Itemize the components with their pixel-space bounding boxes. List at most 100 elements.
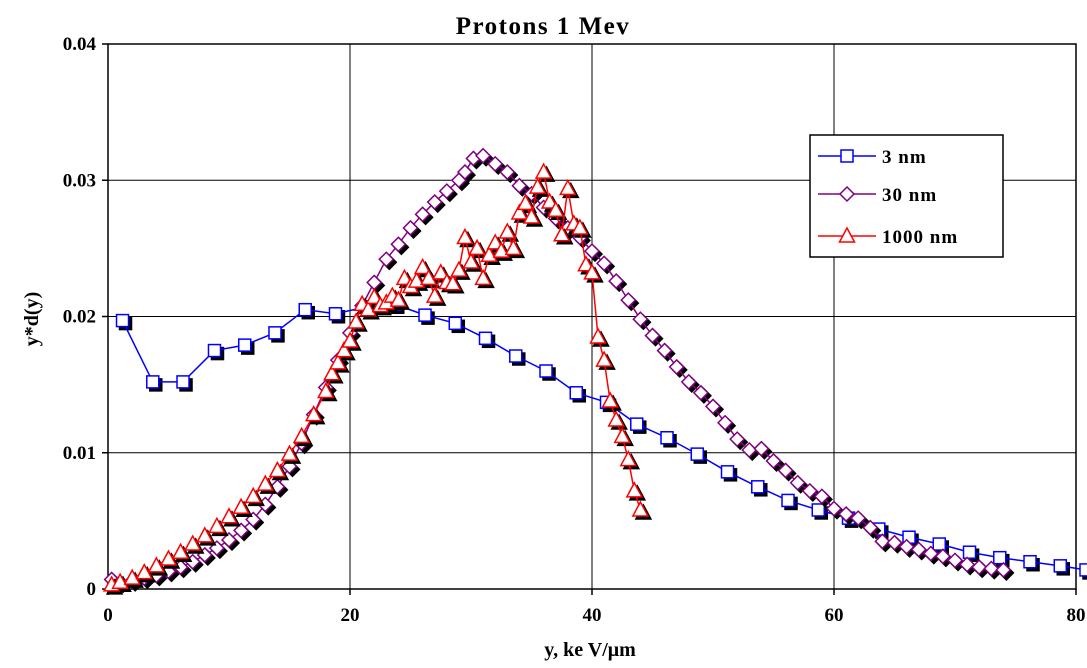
point-1000nm [232,497,250,514]
point-1000nm [577,255,595,272]
point-30nm [233,522,250,539]
point-1000nm [183,534,202,551]
point-3nm [569,386,584,400]
tick-labels: 0 20 40 60 80 0 0.01 0.02 0.03 0.04 [63,34,1086,626]
point-30nm [898,538,915,555]
point-30nm [910,541,927,558]
point-1000nm [589,327,607,344]
legend-marker-1000nm [838,226,856,243]
y-tick-label: 0.03 [63,170,96,191]
chart-title: Protons 1 Mev [456,13,631,40]
point-3nm [268,326,282,340]
point-1000nm [540,192,559,209]
point-30nm [402,219,419,236]
point-30nm [922,545,939,562]
point-1000nm [196,526,214,543]
point-30nm [704,398,722,415]
point-1000nm [456,227,474,245]
point-1000nm [341,331,359,348]
point-3nm [993,550,1007,565]
point-1000nm [329,353,347,370]
point-30nm [934,548,951,565]
point-1000nm [462,252,480,269]
point-30nm [487,155,504,172]
point-30nm [499,164,516,181]
point-3nm [811,503,826,517]
point-3nm [115,313,130,328]
point-1000nm [571,218,589,235]
point-3nm [932,537,947,551]
point-1000nm [613,426,632,444]
point-1000nm [395,268,414,286]
point-30nm [886,534,903,551]
point-3nm [1023,555,1037,569]
point-30nm [717,414,734,431]
point-30nm [475,147,492,164]
point-30nm [959,556,976,573]
point-30nm [777,462,794,479]
point-1000nm [323,364,341,381]
point-1000nm [407,271,426,288]
point-1000nm [601,391,619,408]
point-1000nm [492,241,511,258]
y-tick-label: 0.04 [63,34,97,55]
point-1000nm [347,312,365,329]
point-3nm [237,338,252,352]
point-1000nm [534,162,553,179]
point-30nm [995,561,1012,578]
point-3nm [1053,559,1068,573]
point-30nm [850,510,867,527]
point-30nm [632,311,649,328]
point-3nm [751,480,765,494]
point-1000nm [413,257,432,275]
x-tick-label: 40 [583,605,602,626]
point-30nm [741,441,758,459]
x-tick-label: 60 [825,605,844,626]
point-1000nm [595,350,613,367]
point-30nm [220,531,238,549]
point-30nm [838,506,855,523]
point-1000nm [522,207,541,224]
y-axis-label: y*d(y) [21,292,43,346]
point-3nm [176,375,190,389]
point-1000nm [510,203,529,220]
point-1000nm [450,260,468,277]
point-30nm [378,251,395,268]
series-1000nm [102,162,653,595]
point-30nm [813,488,830,505]
point-3nm [539,364,553,378]
point-1000nm [317,381,335,399]
point-1000nm [419,268,438,286]
legend: 3 nm 30 nm 1000 nm [809,134,1004,258]
point-3nm [509,349,523,363]
legend-label-3nm: 3 nm [882,147,927,168]
point-1000nm [365,287,383,305]
point-3nm [478,331,493,346]
point-3nm [962,545,977,559]
x-tick-label: 0 [103,605,113,626]
point-1000nm [486,233,504,250]
point-1000nm [244,486,262,504]
point-1000nm [292,426,311,444]
point-30nm [680,373,697,390]
point-1000nm [619,449,638,467]
point-1000nm [123,568,141,585]
point-1000nm [504,238,523,256]
legend-items: 3 nm 30 nm 1000 nm [818,147,957,248]
point-30nm [874,533,891,550]
point-30nm [668,358,685,375]
point-30nm [765,452,782,469]
point-30nm [511,177,528,194]
point-1000nm [147,556,166,573]
legend-marker-3nm [840,149,854,163]
point-30nm [971,559,988,576]
point-30nm [620,292,637,309]
point-1000nm [135,563,154,580]
x-tick-label: 80 [1067,605,1086,626]
point-3nm [448,316,463,331]
y-tick-label: 0 [87,579,97,600]
point-1000nm [625,481,644,498]
point-30nm [729,431,746,448]
point-1000nm [468,238,486,256]
